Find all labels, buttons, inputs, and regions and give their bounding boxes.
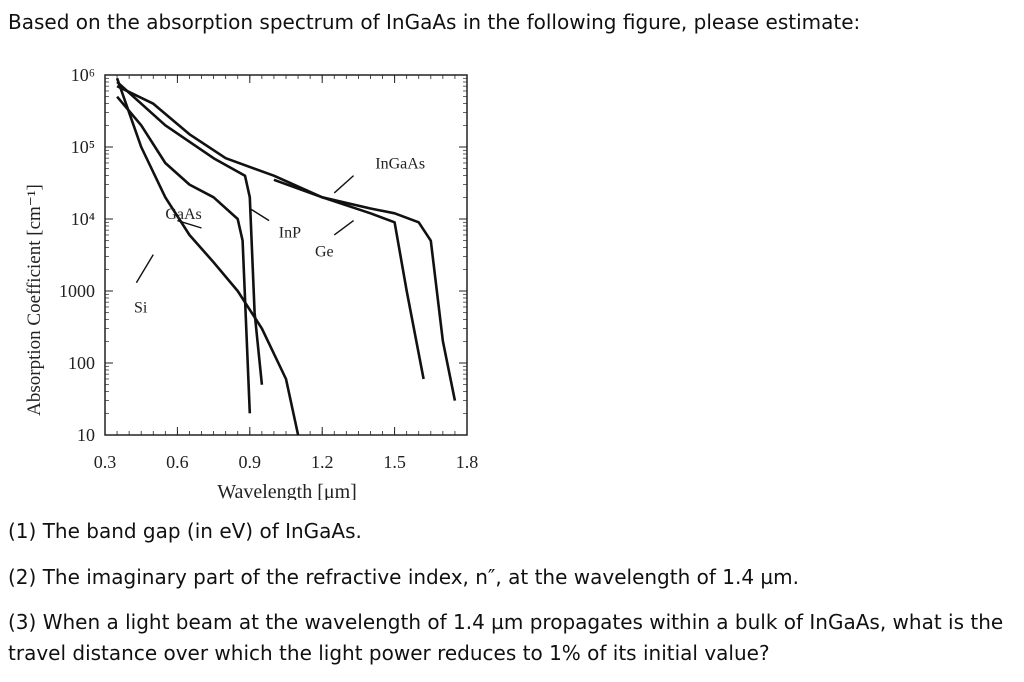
annotation-arrow-inp: [249, 207, 270, 222]
series-line-inp: [116, 81, 264, 385]
series-line-si: [115, 77, 300, 436]
question-3b: travel distance over which the light pow…: [8, 641, 770, 665]
y-tick-label: 1000: [59, 281, 95, 301]
annotation-inp: InP: [279, 225, 301, 242]
annotation-arrow-si: [135, 254, 154, 284]
absorption-chart: 0.3 0.6 0.9 1.2 1.5 1.8 10 100 1000 10⁴ 10⁵ 10⁶ Ga…: [24, 65, 479, 500]
y-axis-ticks: 10 100 1000 10⁴ 10⁵ 10⁶: [59, 65, 467, 445]
annotation-ge: Ge: [315, 244, 334, 261]
y-tick-label: 10: [77, 425, 95, 445]
x-tick-label: 0.3: [94, 452, 117, 472]
annotation-arrow-ingaas: [333, 175, 355, 194]
x-axis-ticks: 0.3 0.6 0.9 1.2 1.5 1.8: [94, 75, 479, 472]
y-tick-label: 10⁶: [71, 65, 95, 85]
series-line-ge: [116, 85, 425, 380]
x-tick-label: 1.2: [311, 452, 334, 472]
x-axis-label: Wavelength [μm]: [217, 481, 357, 500]
annotation-gaas: GaAs: [165, 206, 201, 223]
annotation-arrow-ge: [333, 220, 354, 236]
question-intro: Based on the absorption spectrum of InGa…: [8, 10, 861, 34]
annotation-layer: GaAs InP Ge InGaAs Si: [134, 156, 425, 317]
x-tick-label: 0.6: [166, 452, 189, 472]
y-tick-label: 100: [68, 353, 95, 373]
y-tick-label: 10⁴: [71, 209, 95, 229]
y-axis-label: Absorption Coefficient [cm⁻¹]: [24, 184, 45, 416]
series-line-gaas: [116, 95, 252, 414]
question-2: (2) The imaginary part of the refractive…: [8, 565, 799, 589]
annotation-ingaas: InGaAs: [375, 156, 425, 173]
annotation-si: Si: [134, 300, 148, 317]
x-tick-label: 0.9: [239, 452, 262, 472]
x-tick-label: 1.8: [456, 452, 479, 472]
question-1: (1) The band gap (in eV) of InGaAs.: [8, 519, 362, 543]
series-line-ingaas: [273, 178, 457, 401]
question-3a: (3) When a light beam at the wavelength …: [8, 610, 1004, 634]
y-tick-label: 10⁵: [71, 137, 95, 157]
series-layer: [115, 77, 457, 436]
annotation-arrow-gaas: [177, 219, 202, 229]
x-tick-label: 1.5: [383, 452, 406, 472]
